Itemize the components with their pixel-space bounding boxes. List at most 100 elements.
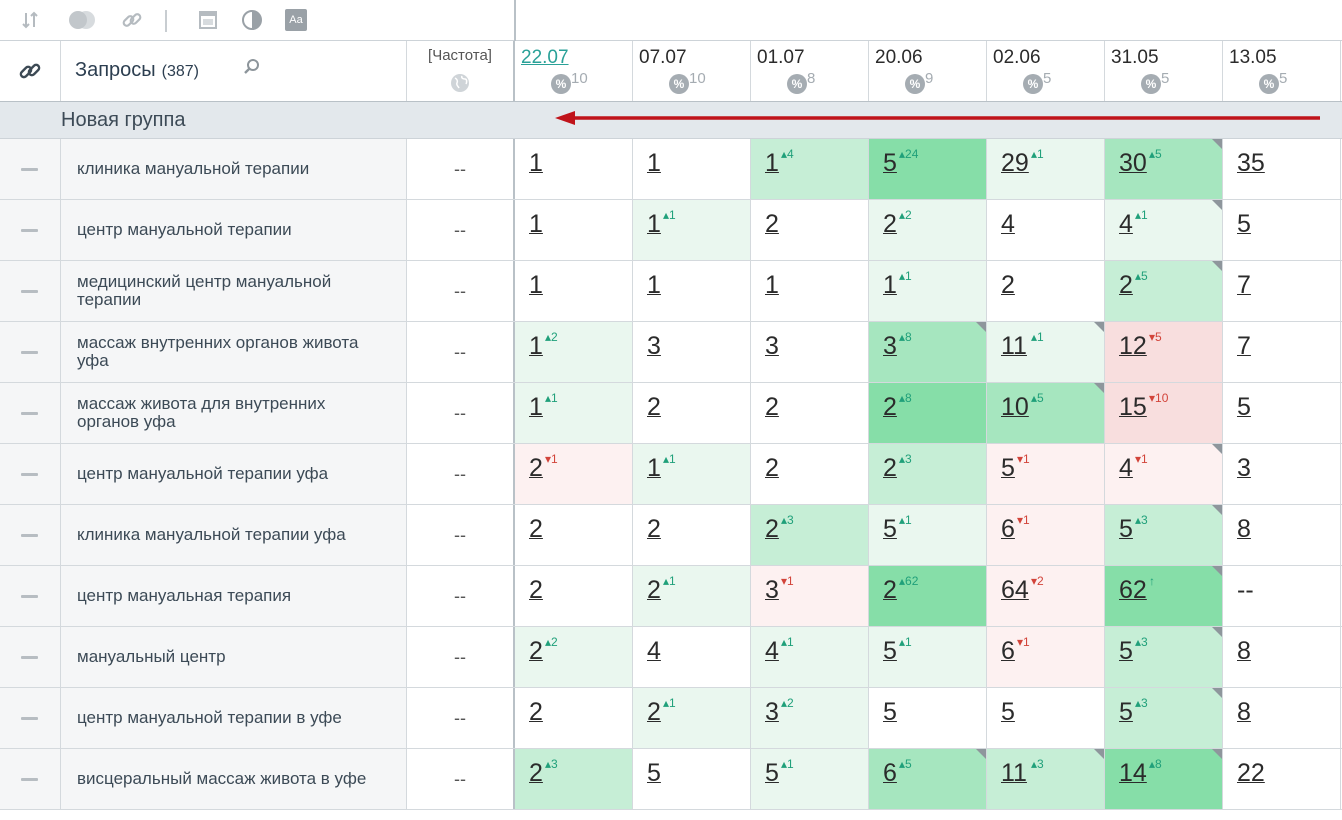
position-value[interactable]: 4 (765, 637, 779, 665)
position-value[interactable]: 1 (529, 149, 543, 177)
row-handle[interactable] (0, 749, 61, 809)
date-column-header[interactable]: 01.07% 8 (751, 41, 869, 101)
position-value[interactable]: 5 (1237, 393, 1251, 421)
date-column-header[interactable]: 22.07% 10 (515, 41, 633, 101)
position-value[interactable]: 3 (647, 332, 661, 360)
percent-icon[interactable]: % (1023, 74, 1043, 94)
position-value[interactable]: 2 (765, 454, 779, 482)
calendar-icon[interactable] (196, 8, 220, 32)
position-value[interactable]: 5 (883, 149, 897, 177)
row-handle[interactable] (0, 200, 61, 260)
position-value[interactable]: 5 (1001, 698, 1015, 726)
position-value[interactable]: 1 (647, 210, 661, 238)
position-value[interactable]: 35 (1237, 149, 1265, 177)
position-value[interactable]: 4 (1001, 210, 1015, 238)
percent-icon[interactable]: % (669, 74, 689, 94)
position-value[interactable]: 2 (647, 393, 661, 421)
position-value[interactable]: 3 (1237, 454, 1251, 482)
position-value[interactable]: 5 (1001, 454, 1015, 482)
row-handle[interactable] (0, 261, 61, 321)
position-value[interactable]: 15 (1119, 393, 1147, 421)
position-value[interactable]: 1 (529, 393, 543, 421)
position-value[interactable]: 2 (765, 393, 779, 421)
date-column-header[interactable]: 02.06% 5 (987, 41, 1105, 101)
date-column-header[interactable]: 20.06% 9 (869, 41, 987, 101)
query-cell[interactable]: центр мануальной терапии уфа (61, 444, 407, 504)
toggle-icon[interactable] (66, 8, 98, 32)
font-size-icon[interactable]: Aa (284, 8, 308, 32)
position-value[interactable]: 14 (1119, 759, 1147, 787)
position-value[interactable]: 1 (647, 271, 661, 299)
position-value[interactable]: 3 (883, 332, 897, 360)
position-value[interactable]: 8 (1237, 515, 1251, 543)
position-value[interactable]: 6 (883, 759, 897, 787)
row-handle[interactable] (0, 322, 61, 382)
position-value[interactable]: 11 (1001, 332, 1027, 360)
position-value[interactable]: 5 (1119, 637, 1133, 665)
position-value[interactable]: 3 (765, 332, 779, 360)
position-value[interactable]: 10 (1001, 393, 1029, 421)
position-value[interactable]: 62 (1119, 576, 1147, 604)
position-value[interactable]: 1 (647, 149, 661, 177)
position-value[interactable]: 2 (765, 515, 779, 543)
position-value[interactable]: 2 (529, 576, 543, 604)
row-handle[interactable] (0, 627, 61, 687)
row-handle[interactable] (0, 383, 61, 443)
position-value[interactable]: 5 (883, 515, 897, 543)
query-cell[interactable]: висцеральный массаж живота в уфе (61, 749, 407, 809)
position-value[interactable]: 3 (765, 698, 779, 726)
position-value[interactable]: 7 (1237, 271, 1251, 299)
query-cell[interactable]: центр мануальная терапия (61, 566, 407, 626)
query-cell[interactable]: клиника мануальной терапии уфа (61, 505, 407, 565)
row-handle[interactable] (0, 139, 61, 199)
position-value[interactable]: 1 (529, 210, 543, 238)
position-value[interactable]: 11 (1001, 759, 1027, 787)
position-value[interactable]: -- (1237, 576, 1254, 604)
position-value[interactable]: 1 (765, 149, 779, 177)
row-handle[interactable] (0, 566, 61, 626)
date-column-header[interactable]: 07.07% 10 (633, 41, 751, 101)
position-value[interactable]: 2 (529, 454, 543, 482)
percent-icon[interactable]: % (1141, 74, 1161, 94)
query-cell[interactable]: мануальный центр (61, 627, 407, 687)
position-value[interactable]: 29 (1001, 149, 1029, 177)
position-value[interactable]: 6 (1001, 637, 1015, 665)
position-value[interactable]: 5 (647, 759, 661, 787)
query-cell[interactable]: центр мануальной терапии (61, 200, 407, 260)
link-icon[interactable] (120, 8, 144, 32)
date-column-header[interactable]: 13.05% 5 (1223, 41, 1341, 101)
position-value[interactable]: 64 (1001, 576, 1029, 604)
position-value[interactable]: 3 (765, 576, 779, 604)
position-value[interactable]: 5 (883, 637, 897, 665)
search-icon[interactable] (243, 58, 261, 76)
position-value[interactable]: 2 (883, 576, 897, 604)
position-value[interactable]: 1 (529, 332, 543, 360)
position-value[interactable]: 22 (1237, 759, 1265, 787)
position-value[interactable]: 1 (765, 271, 779, 299)
position-value[interactable]: 2 (883, 210, 897, 238)
position-value[interactable]: 2 (1119, 271, 1133, 299)
position-value[interactable]: 1 (647, 454, 661, 482)
sort-icon[interactable] (18, 8, 42, 32)
position-value[interactable]: 2 (529, 637, 543, 665)
percent-icon[interactable]: % (905, 74, 925, 94)
row-handle[interactable] (0, 688, 61, 748)
position-value[interactable]: 30 (1119, 149, 1147, 177)
position-value[interactable]: 2 (647, 698, 661, 726)
queries-column-header[interactable]: Запросы (387) (61, 41, 407, 101)
position-value[interactable]: 2 (883, 393, 897, 421)
position-value[interactable]: 1 (883, 271, 897, 299)
position-value[interactable]: 2 (1001, 271, 1015, 299)
position-value[interactable]: 5 (1119, 515, 1133, 543)
position-value[interactable]: 2 (647, 576, 661, 604)
link-column-header[interactable] (0, 41, 61, 101)
position-value[interactable]: 2 (647, 515, 661, 543)
percent-icon[interactable]: % (787, 74, 807, 94)
position-value[interactable]: 12 (1119, 332, 1147, 360)
position-value[interactable]: 8 (1237, 637, 1251, 665)
position-value[interactable]: 2 (529, 698, 543, 726)
position-value[interactable]: 6 (1001, 515, 1015, 543)
query-cell[interactable]: клиника мануальной терапии (61, 139, 407, 199)
position-value[interactable]: 5 (1237, 210, 1251, 238)
query-cell[interactable]: массаж внутренних органов живота уфа (61, 322, 407, 382)
